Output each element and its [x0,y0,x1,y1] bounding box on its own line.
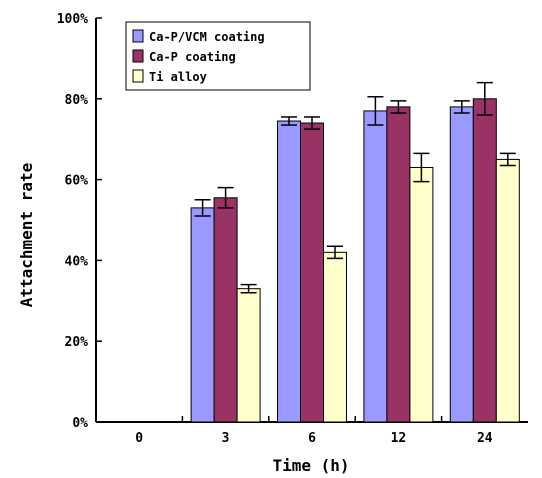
legend-box [125,21,311,91]
bar [190,207,215,423]
bar [409,166,434,423]
bar [386,106,411,423]
legend-swatch [132,49,144,63]
x-tick-label: 3 [222,431,230,446]
legend-swatch [132,69,144,83]
legend: Ca-P/VCM coating Ca-P coating Ti alloy [125,21,311,91]
legend-label: Ca-P coating [149,50,236,64]
x-tick-label: 24 [477,431,493,446]
bar [472,98,497,423]
bar [449,106,474,423]
bar [236,288,261,423]
x-tick-label: 6 [308,431,316,446]
x-tick-label: 12 [391,431,407,446]
y-tick-label: 100% [57,12,88,27]
bar [495,158,520,423]
y-tick-label: 60% [65,174,89,189]
bar [363,110,388,423]
bar [277,120,301,423]
y-tick-label: 40% [65,254,89,269]
bars [190,98,520,423]
y-axis-label: Attachment rate [17,163,36,308]
bar [300,122,324,423]
y-tick-label: 0% [72,416,88,431]
y-tick-label: 80% [65,93,89,108]
bar [323,251,347,423]
y-tick-label: 20% [65,335,89,350]
legend-swatch [132,29,144,43]
legend-label: Ca-P/VCM coating [149,30,265,44]
x-tick-label: 0 [135,431,143,446]
tick-labels: 0% 20% 40% 60% 80% 100% 0 3 6 12 24 [57,12,493,446]
error-bars [194,81,516,294]
bar [213,197,238,423]
legend-label: Ti alloy [149,70,207,84]
x-axis-label: Time (h) [272,456,349,475]
